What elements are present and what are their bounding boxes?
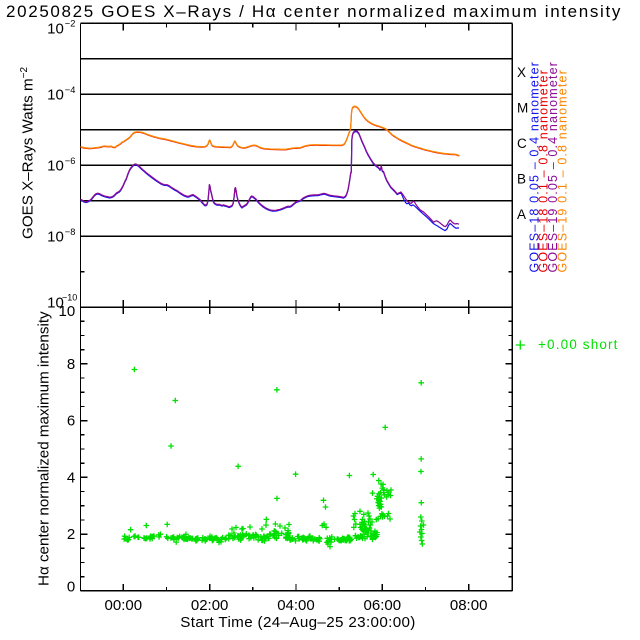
- svg-text:GOES–19 0.1 – 0.8 nanometer: GOES–19 0.1 – 0.8 nanometer: [555, 69, 569, 272]
- svg-text:10: 10: [47, 87, 64, 104]
- svg-text:6: 6: [67, 413, 75, 430]
- svg-text:10: 10: [47, 295, 64, 312]
- svg-text:4: 4: [67, 469, 75, 486]
- svg-text:A: A: [517, 207, 526, 222]
- svg-text:M: M: [517, 101, 528, 116]
- svg-text:B: B: [517, 171, 526, 186]
- svg-text:02:00: 02:00: [191, 597, 229, 614]
- svg-text:−4: −4: [65, 85, 76, 95]
- svg-text:Hα center normalized maximum i: Hα center normalized maximum intensity: [36, 311, 53, 586]
- svg-text:10: 10: [47, 229, 64, 246]
- svg-text:20250825 GOES X–Rays / Hα cent: 20250825 GOES X–Rays / Hα center normali…: [6, 2, 622, 21]
- svg-text:10: 10: [47, 158, 64, 175]
- svg-text:+0.00 short: +0.00 short: [538, 337, 619, 352]
- svg-text:08:00: 08:00: [450, 597, 488, 614]
- svg-text:10: 10: [47, 20, 64, 37]
- svg-text:00:00: 00:00: [105, 597, 143, 614]
- svg-text:GOES–18 0.1 – 0.8 nanometer: GOES–18 0.1 – 0.8 nanometer: [537, 69, 551, 272]
- svg-text:06:00: 06:00: [364, 597, 402, 614]
- svg-text:04:00: 04:00: [277, 597, 315, 614]
- svg-text:−8: −8: [65, 227, 76, 237]
- svg-text:10: 10: [59, 303, 76, 320]
- svg-text:−6: −6: [65, 156, 76, 166]
- svg-text:X: X: [517, 65, 526, 80]
- svg-text:8: 8: [67, 356, 75, 373]
- svg-text:2: 2: [67, 526, 75, 543]
- svg-text:C: C: [517, 136, 527, 151]
- svg-text:−2: −2: [65, 19, 76, 29]
- svg-text:GOES–19 0.05 – 0.4 nanometer: GOES–19 0.05 – 0.4 nanometer: [546, 61, 560, 273]
- svg-text:Start Time (24–Aug–25 23:00:00: Start Time (24–Aug–25 23:00:00): [180, 614, 415, 631]
- svg-text:0: 0: [67, 578, 75, 595]
- svg-text:GOES X–Rays Watts m−2: GOES X–Rays Watts m−2: [19, 67, 37, 239]
- svg-text:−10: −10: [62, 293, 77, 303]
- svg-text:GOES–18 0.05 – 0.4 nanometer: GOES–18 0.05 – 0.4 nanometer: [527, 61, 541, 273]
